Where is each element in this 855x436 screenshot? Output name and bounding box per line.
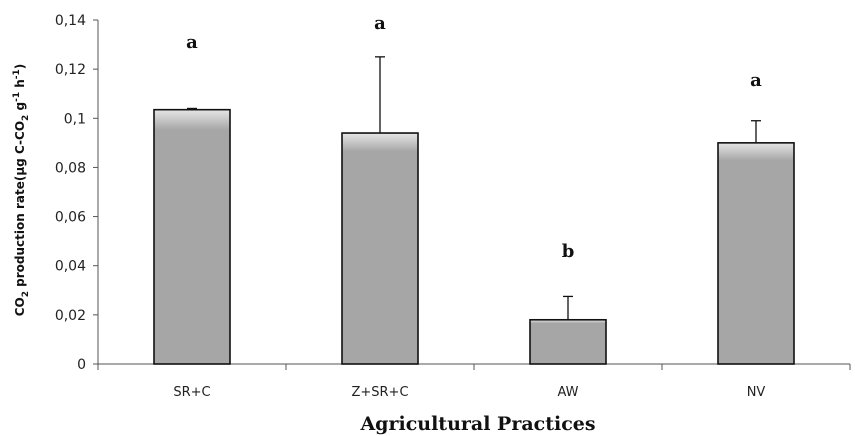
y-tick-label: 0,02 xyxy=(55,308,86,324)
error-bars xyxy=(187,56,761,320)
y-tick-label: 0,04 xyxy=(55,259,86,275)
y-axis-title: CO2 production rate(µg C-CO2 g-1 h-1) xyxy=(12,64,31,317)
x-axis-title: Agricultural Practices xyxy=(359,413,595,435)
x-tick-label: Z+SR+C xyxy=(351,385,408,400)
significance-letter: a xyxy=(374,13,386,34)
bar xyxy=(341,132,419,365)
x-tick-label: SR+C xyxy=(173,385,210,400)
bar xyxy=(529,318,607,365)
x-axis: SR+C Z+SR+C AW NV xyxy=(97,363,851,400)
y-tick-label: 0,12 xyxy=(55,62,86,78)
y-axis: 0 0,02 0,04 0,06 0,08 0,1 0,12 0,14 xyxy=(55,13,99,373)
y-tick-label: 0 xyxy=(77,357,86,373)
y-tick-label: 0,08 xyxy=(55,160,86,176)
y-tick-label: 0,06 xyxy=(55,210,86,226)
significance-letter: a xyxy=(750,70,762,91)
y-tick-label: 0,14 xyxy=(55,13,86,29)
significance-letter: a xyxy=(186,32,198,53)
y-tick-label: 0,1 xyxy=(64,111,86,127)
significance-letter: b xyxy=(562,241,575,262)
x-tick-label: AW xyxy=(557,385,578,400)
x-tick-label: NV xyxy=(747,385,766,400)
bar xyxy=(153,108,231,365)
significance-letters: a a b a xyxy=(186,13,762,262)
bars xyxy=(153,108,795,365)
bar xyxy=(717,142,795,365)
